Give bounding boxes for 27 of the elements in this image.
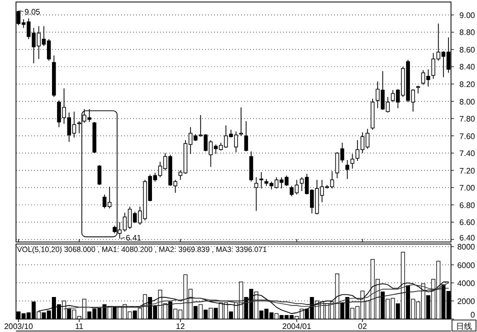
y-tick-label: 6000 (457, 260, 476, 270)
y-tick-label: 9.00 (459, 10, 476, 20)
y-tick-label: 8.60 (459, 45, 476, 54)
x-tick-label: 11 (75, 322, 84, 331)
y-tick-label: 7.00 (459, 184, 476, 193)
y-tick-label: 6.60 (459, 218, 476, 228)
y-tick-label: 7.60 (459, 132, 476, 141)
y-tick-label: 8.40 (459, 62, 476, 72)
y-tick-label: 8.80 (459, 28, 476, 38)
y-tick-label: 2000 (457, 296, 476, 306)
y-tick-label: 7.20 (459, 166, 476, 176)
y-tick-label: 6.80 (459, 200, 476, 210)
y-tick-label: 8.00 (459, 97, 476, 106)
annotation: 6.41 (126, 234, 142, 243)
text: 日线 (456, 322, 472, 331)
x-tick-label: 2003/10 (4, 322, 34, 331)
annotation: 9.05 (24, 8, 41, 17)
y-tick-label: 0 (470, 310, 476, 320)
x-tick-label: 2004/01 (282, 322, 312, 331)
y-tick-label: 7.80 (459, 114, 476, 124)
x-tick-label: 02 (358, 322, 368, 331)
y-tick-label: 6.40 (459, 234, 476, 242)
y-tick-label: 4000 (457, 278, 476, 288)
y-tick-label: 8.20 (459, 80, 476, 90)
x-tick-label: 12 (176, 322, 186, 331)
y-tick-label: 7.40 (459, 149, 476, 158)
y-tick-label: 8000 (457, 242, 476, 252)
